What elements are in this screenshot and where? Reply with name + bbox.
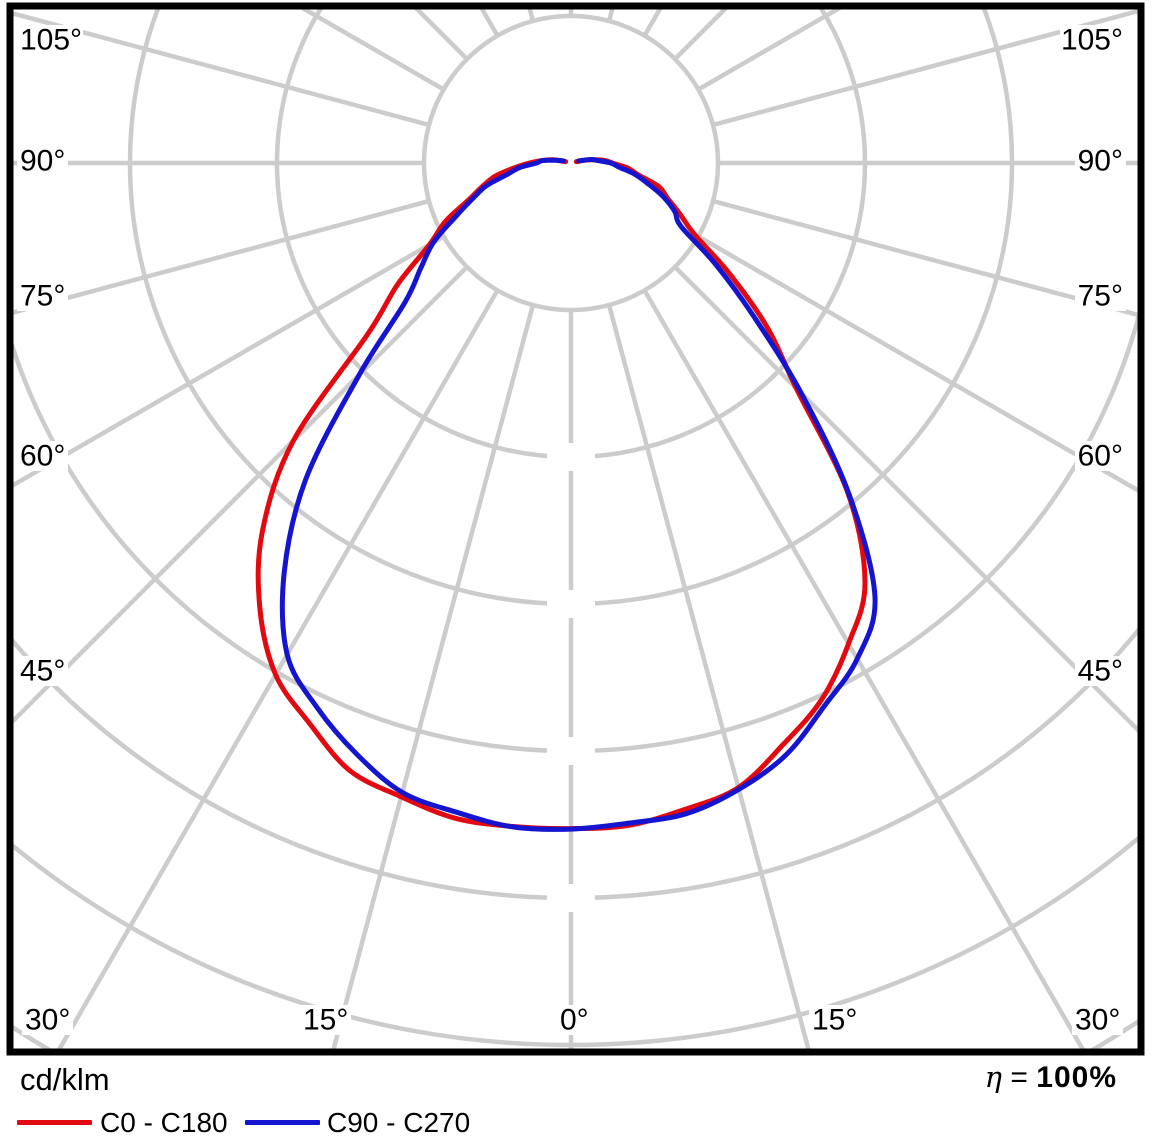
tick-label-bg: [809, 1005, 860, 1035]
legend-label-c90-c270: C90 - C270: [327, 1107, 471, 1138]
ring-value-boxes: [547, 443, 595, 912]
eta-symbol: η: [984, 1060, 1003, 1094]
gamma-tick-label: 0°: [560, 1004, 589, 1037]
grid-radial-line: [13, 198, 430, 315]
grid-radial-line: [331, 304, 536, 1049]
legend-label-c0-c180: C0 - C180: [100, 1107, 228, 1138]
grid-radial-line: [606, 304, 811, 1049]
legend: C0 - C180 C90 - C270: [0, 1104, 1164, 1138]
grid-radial-line: [13, 234, 445, 488]
eta-value: 100%: [1036, 1061, 1117, 1094]
ring-value-box: [547, 737, 595, 765]
tick-label-bg: [1075, 146, 1126, 176]
tick-label-bg: [1072, 1005, 1123, 1035]
curve-c90-c270: [279, 156, 878, 832]
gamma-tick-label: 60°: [1078, 440, 1123, 473]
gamma-tick-label: 105°: [20, 24, 82, 57]
gamma-tick-label: 45°: [20, 655, 65, 688]
tick-label-bg: [17, 656, 68, 686]
gamma-tick-label: 90°: [1078, 145, 1123, 178]
gamma-tick-label: 60°: [20, 440, 65, 473]
gamma-tick-label: 15°: [303, 1004, 348, 1037]
tick-label-bg: [300, 1005, 351, 1035]
unit-label: cd/klm: [20, 1062, 110, 1097]
gamma-tick-label: 30°: [25, 1004, 70, 1037]
curves: [255, 156, 878, 832]
tick-label-bg: [557, 1005, 593, 1035]
tick-label-bg: [1075, 441, 1126, 471]
ring-value-box: [547, 443, 595, 471]
grid-radial-line: [673, 265, 1138, 734]
gamma-tick-label: 45°: [1078, 655, 1123, 688]
gamma-tick-label: 75°: [20, 280, 65, 313]
tick-label-bg: [17, 146, 68, 176]
legend-swatch-c0-c180: [17, 1120, 92, 1125]
plot-border: [6, 2, 1145, 1056]
tick-label-bg: [22, 1005, 73, 1035]
ring-value-box: [547, 884, 595, 912]
gamma-tick-label: 15°: [812, 1004, 857, 1037]
grid-radial-line: [712, 198, 1138, 318]
ring-value-box: [547, 590, 595, 618]
eta-equals: =: [1010, 1061, 1028, 1094]
gamma-tick-label: 30°: [1075, 1004, 1120, 1037]
tick-label-bg: [1060, 25, 1126, 55]
efficiency-annotation: η = 100%: [985, 1060, 1117, 1095]
grid-radial-line: [56, 289, 500, 1049]
gamma-tick-label: 105°: [1061, 24, 1123, 57]
legend-swatch-c90-c270: [245, 1120, 320, 1125]
gamma-tick-labels: 105° 90° 75° 60° 45° 105° 90° 75° 60° 45° 30° 15° 0°…: [17, 24, 1126, 1037]
grid-radial-line: [13, 11, 430, 128]
tick-label-bg: [17, 281, 68, 311]
grid-radial-line: [13, 265, 469, 725]
tick-label-bg: [1075, 656, 1126, 686]
gamma-tick-label: 90°: [20, 145, 65, 178]
grid-radial-line: [642, 289, 1086, 1049]
tick-label-bg: [17, 25, 83, 55]
grid-radial-line: [712, 9, 1138, 128]
tick-label-bg: [17, 441, 68, 471]
gamma-tick-label: 75°: [1078, 280, 1123, 313]
grid-radial-line: [697, 234, 1138, 493]
tick-label-bg: [1075, 281, 1126, 311]
